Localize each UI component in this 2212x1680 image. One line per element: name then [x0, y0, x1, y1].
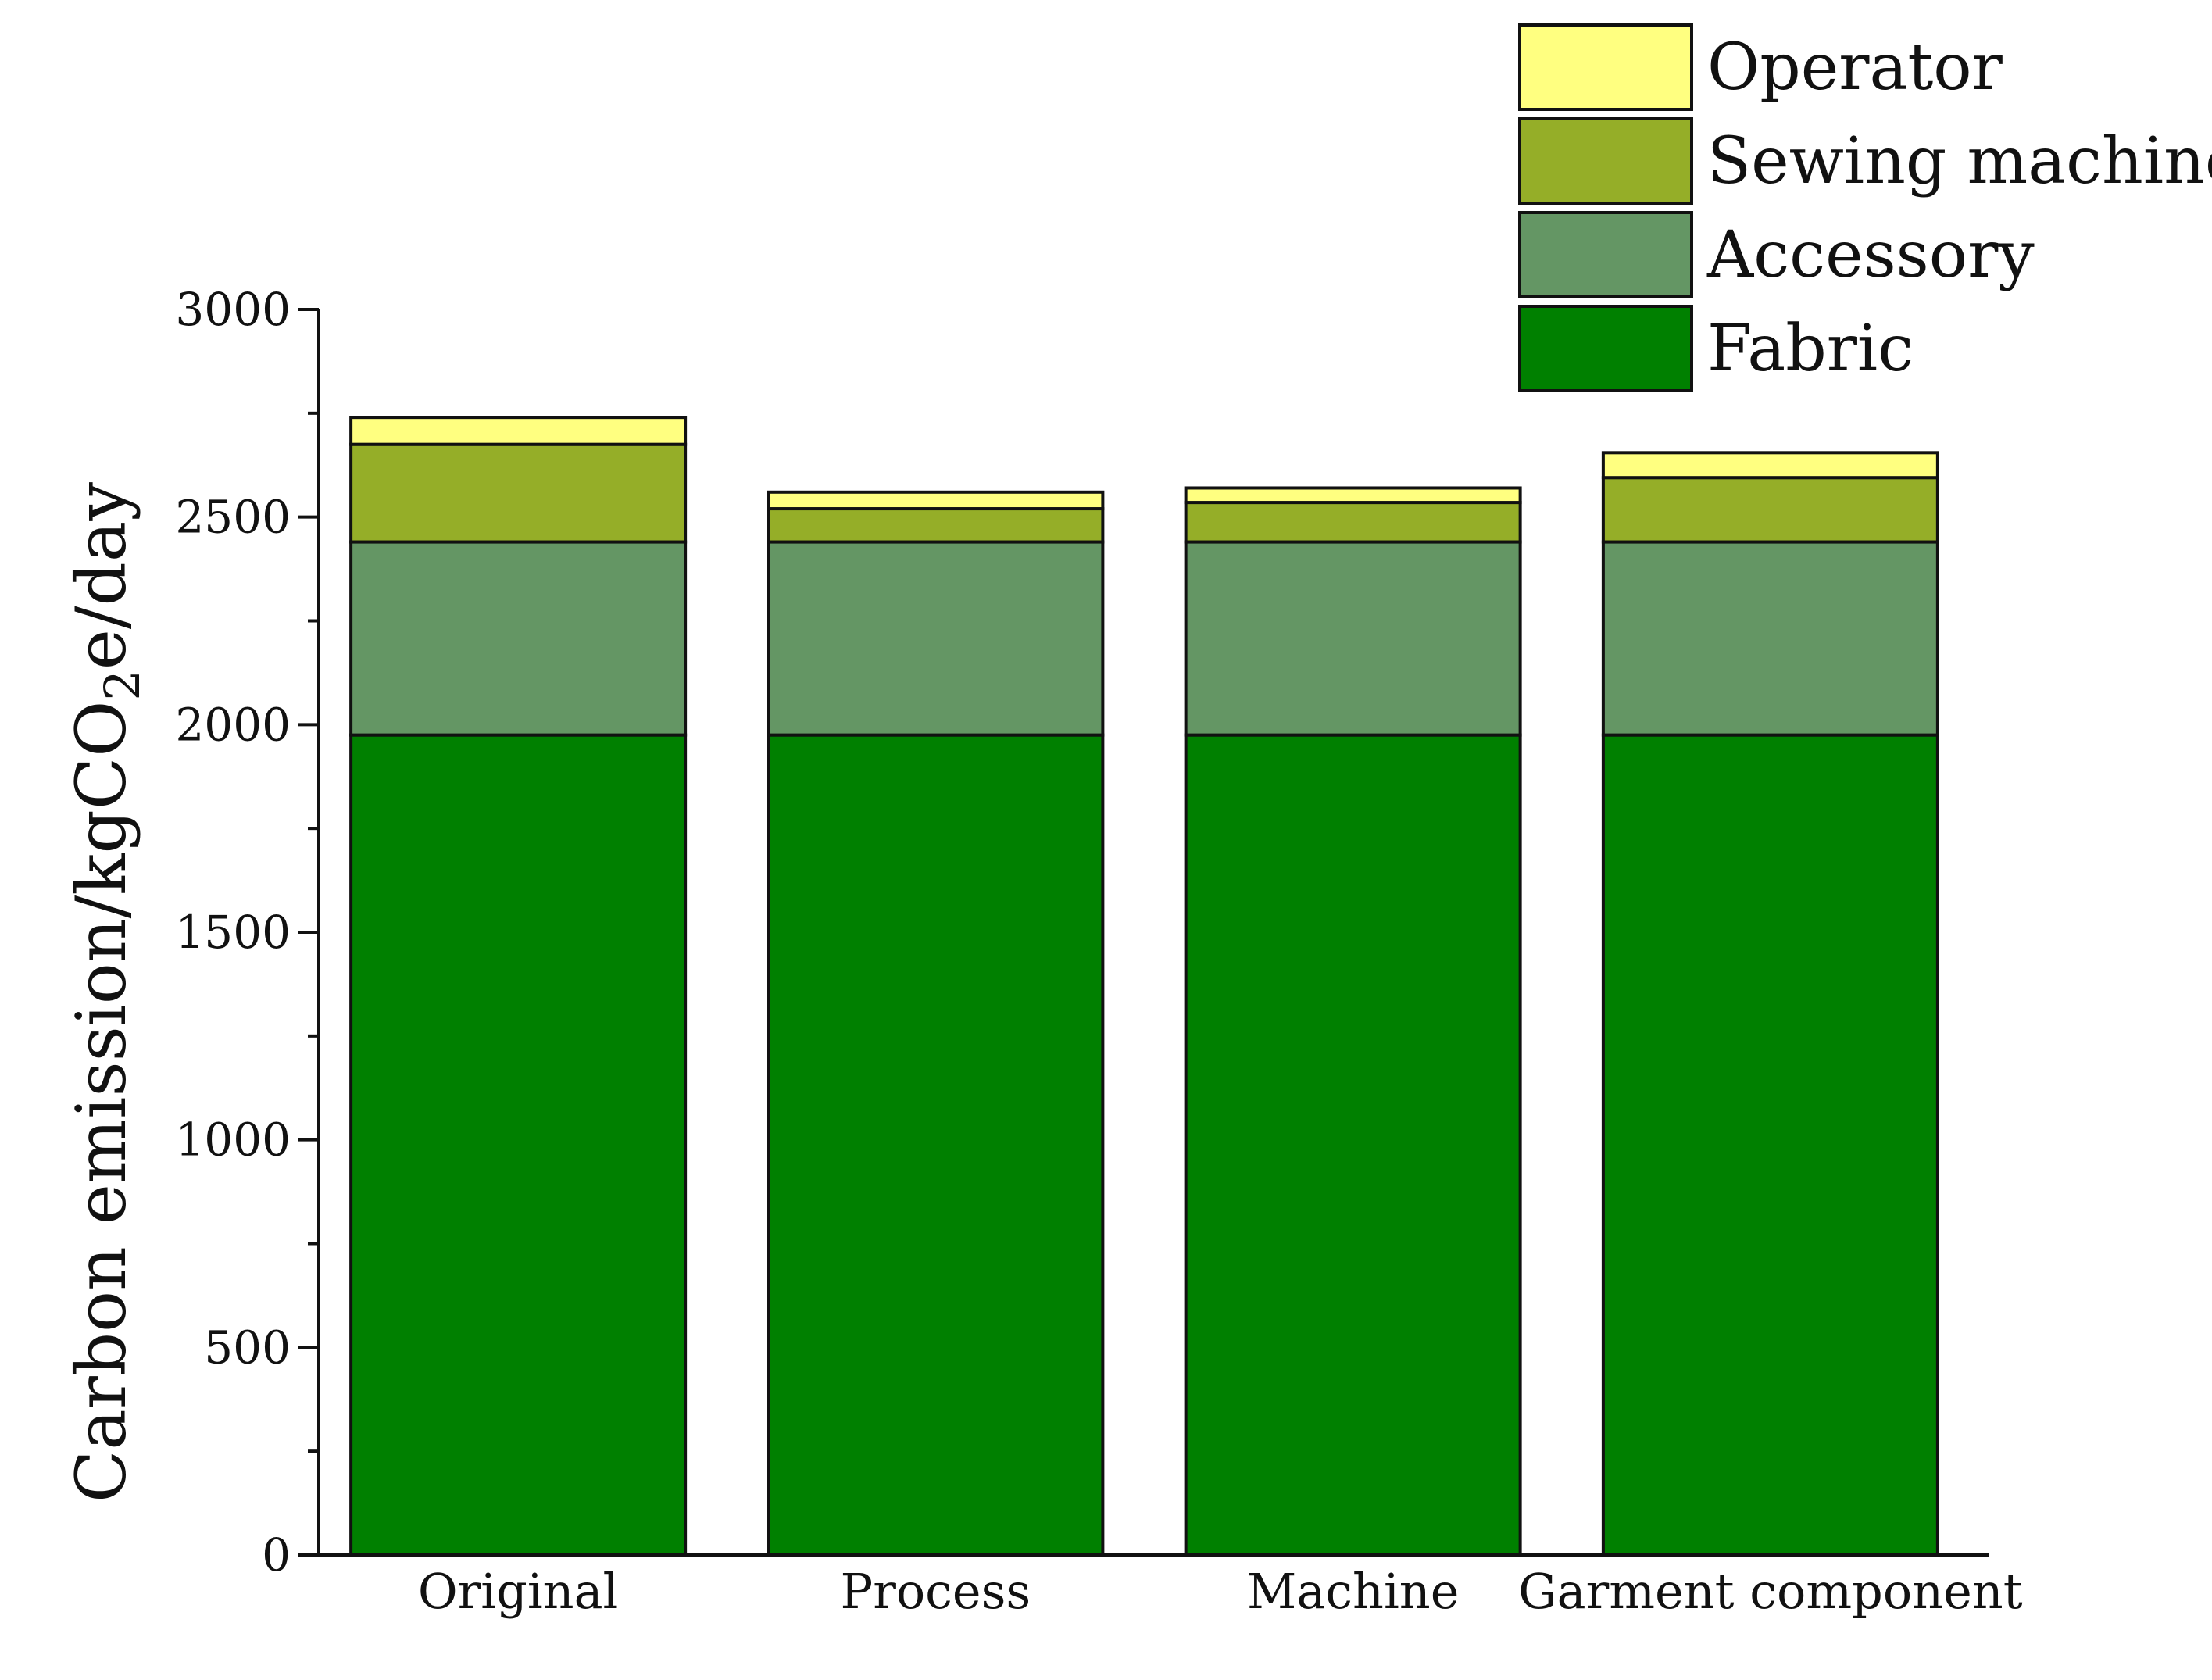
y-axis-title: Carbon emission/kgCO2e/day	[61, 482, 151, 1503]
bar-original-fabric	[349, 733, 688, 1557]
x-tick-label-original: Original	[418, 1563, 619, 1620]
legend-swatch-fabric	[1518, 305, 1693, 392]
bar-machine-sewing-machine	[1184, 501, 1522, 544]
y-axis-title-tail: e/day	[61, 482, 141, 670]
legend: Operator Sewing machine Accessory Fabric	[1518, 23, 2212, 392]
y-tick-label-1500: 1500	[175, 906, 291, 959]
bar-machine-operator	[1184, 486, 1522, 505]
bar-process-operator	[767, 490, 1105, 511]
bar-original-sewing-machine	[349, 442, 688, 544]
bar-process-sewing-machine	[767, 507, 1105, 544]
x-tick-label-machine: Machine	[1247, 1563, 1460, 1620]
bar-garment-component-sewing-machine	[1601, 476, 1939, 544]
legend-swatch-sewing-machine	[1518, 117, 1693, 205]
bar-original-operator	[349, 416, 688, 446]
x-tick-label-process: Process	[841, 1563, 1031, 1620]
axes-group: Original Process Machine Garment component 0…	[175, 283, 2022, 1620]
bar-machine-fabric	[1184, 733, 1522, 1557]
y-tick-label-3000: 3000	[175, 283, 291, 336]
y-axis-title-main: Carbon emission/kgCO	[61, 701, 141, 1503]
y-tick-label-2000: 2000	[175, 698, 291, 751]
legend-label-sewing-machine: Sewing machine	[1707, 124, 2212, 198]
legend-swatch-operator	[1518, 23, 1693, 111]
bar-original-accessory	[349, 540, 688, 737]
legend-label-fabric: Fabric	[1707, 312, 1914, 386]
bar-machine-accessory	[1184, 540, 1522, 737]
y-tick-label-2500: 2500	[175, 491, 291, 544]
legend-label-operator: Operator	[1707, 30, 2003, 105]
x-tick-label-garment-component: Garment component	[1518, 1563, 2023, 1620]
legend-swatch-accessory	[1518, 211, 1693, 298]
bars-group	[349, 416, 1939, 1557]
bar-garment-component-accessory	[1601, 540, 1939, 737]
bar-garment-component-fabric	[1601, 733, 1939, 1557]
bar-process-accessory	[767, 540, 1105, 737]
bar-garment-component-operator	[1601, 451, 1939, 480]
legend-label-accessory: Accessory	[1706, 218, 2035, 292]
bar-process-fabric	[767, 733, 1105, 1557]
y-tick-label-1000: 1000	[175, 1113, 291, 1167]
y-tick-label-500: 500	[204, 1321, 291, 1374]
y-tick-label-0: 0	[262, 1528, 291, 1582]
y-axis-title-subscript: 2	[94, 670, 151, 700]
